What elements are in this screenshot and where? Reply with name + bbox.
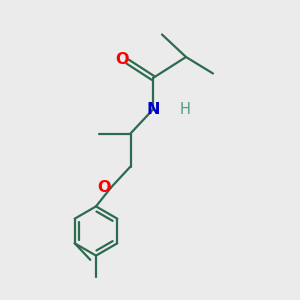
Text: H: H <box>180 102 190 117</box>
Text: O: O <box>98 180 111 195</box>
Text: O: O <box>116 52 129 68</box>
Text: N: N <box>146 102 160 117</box>
